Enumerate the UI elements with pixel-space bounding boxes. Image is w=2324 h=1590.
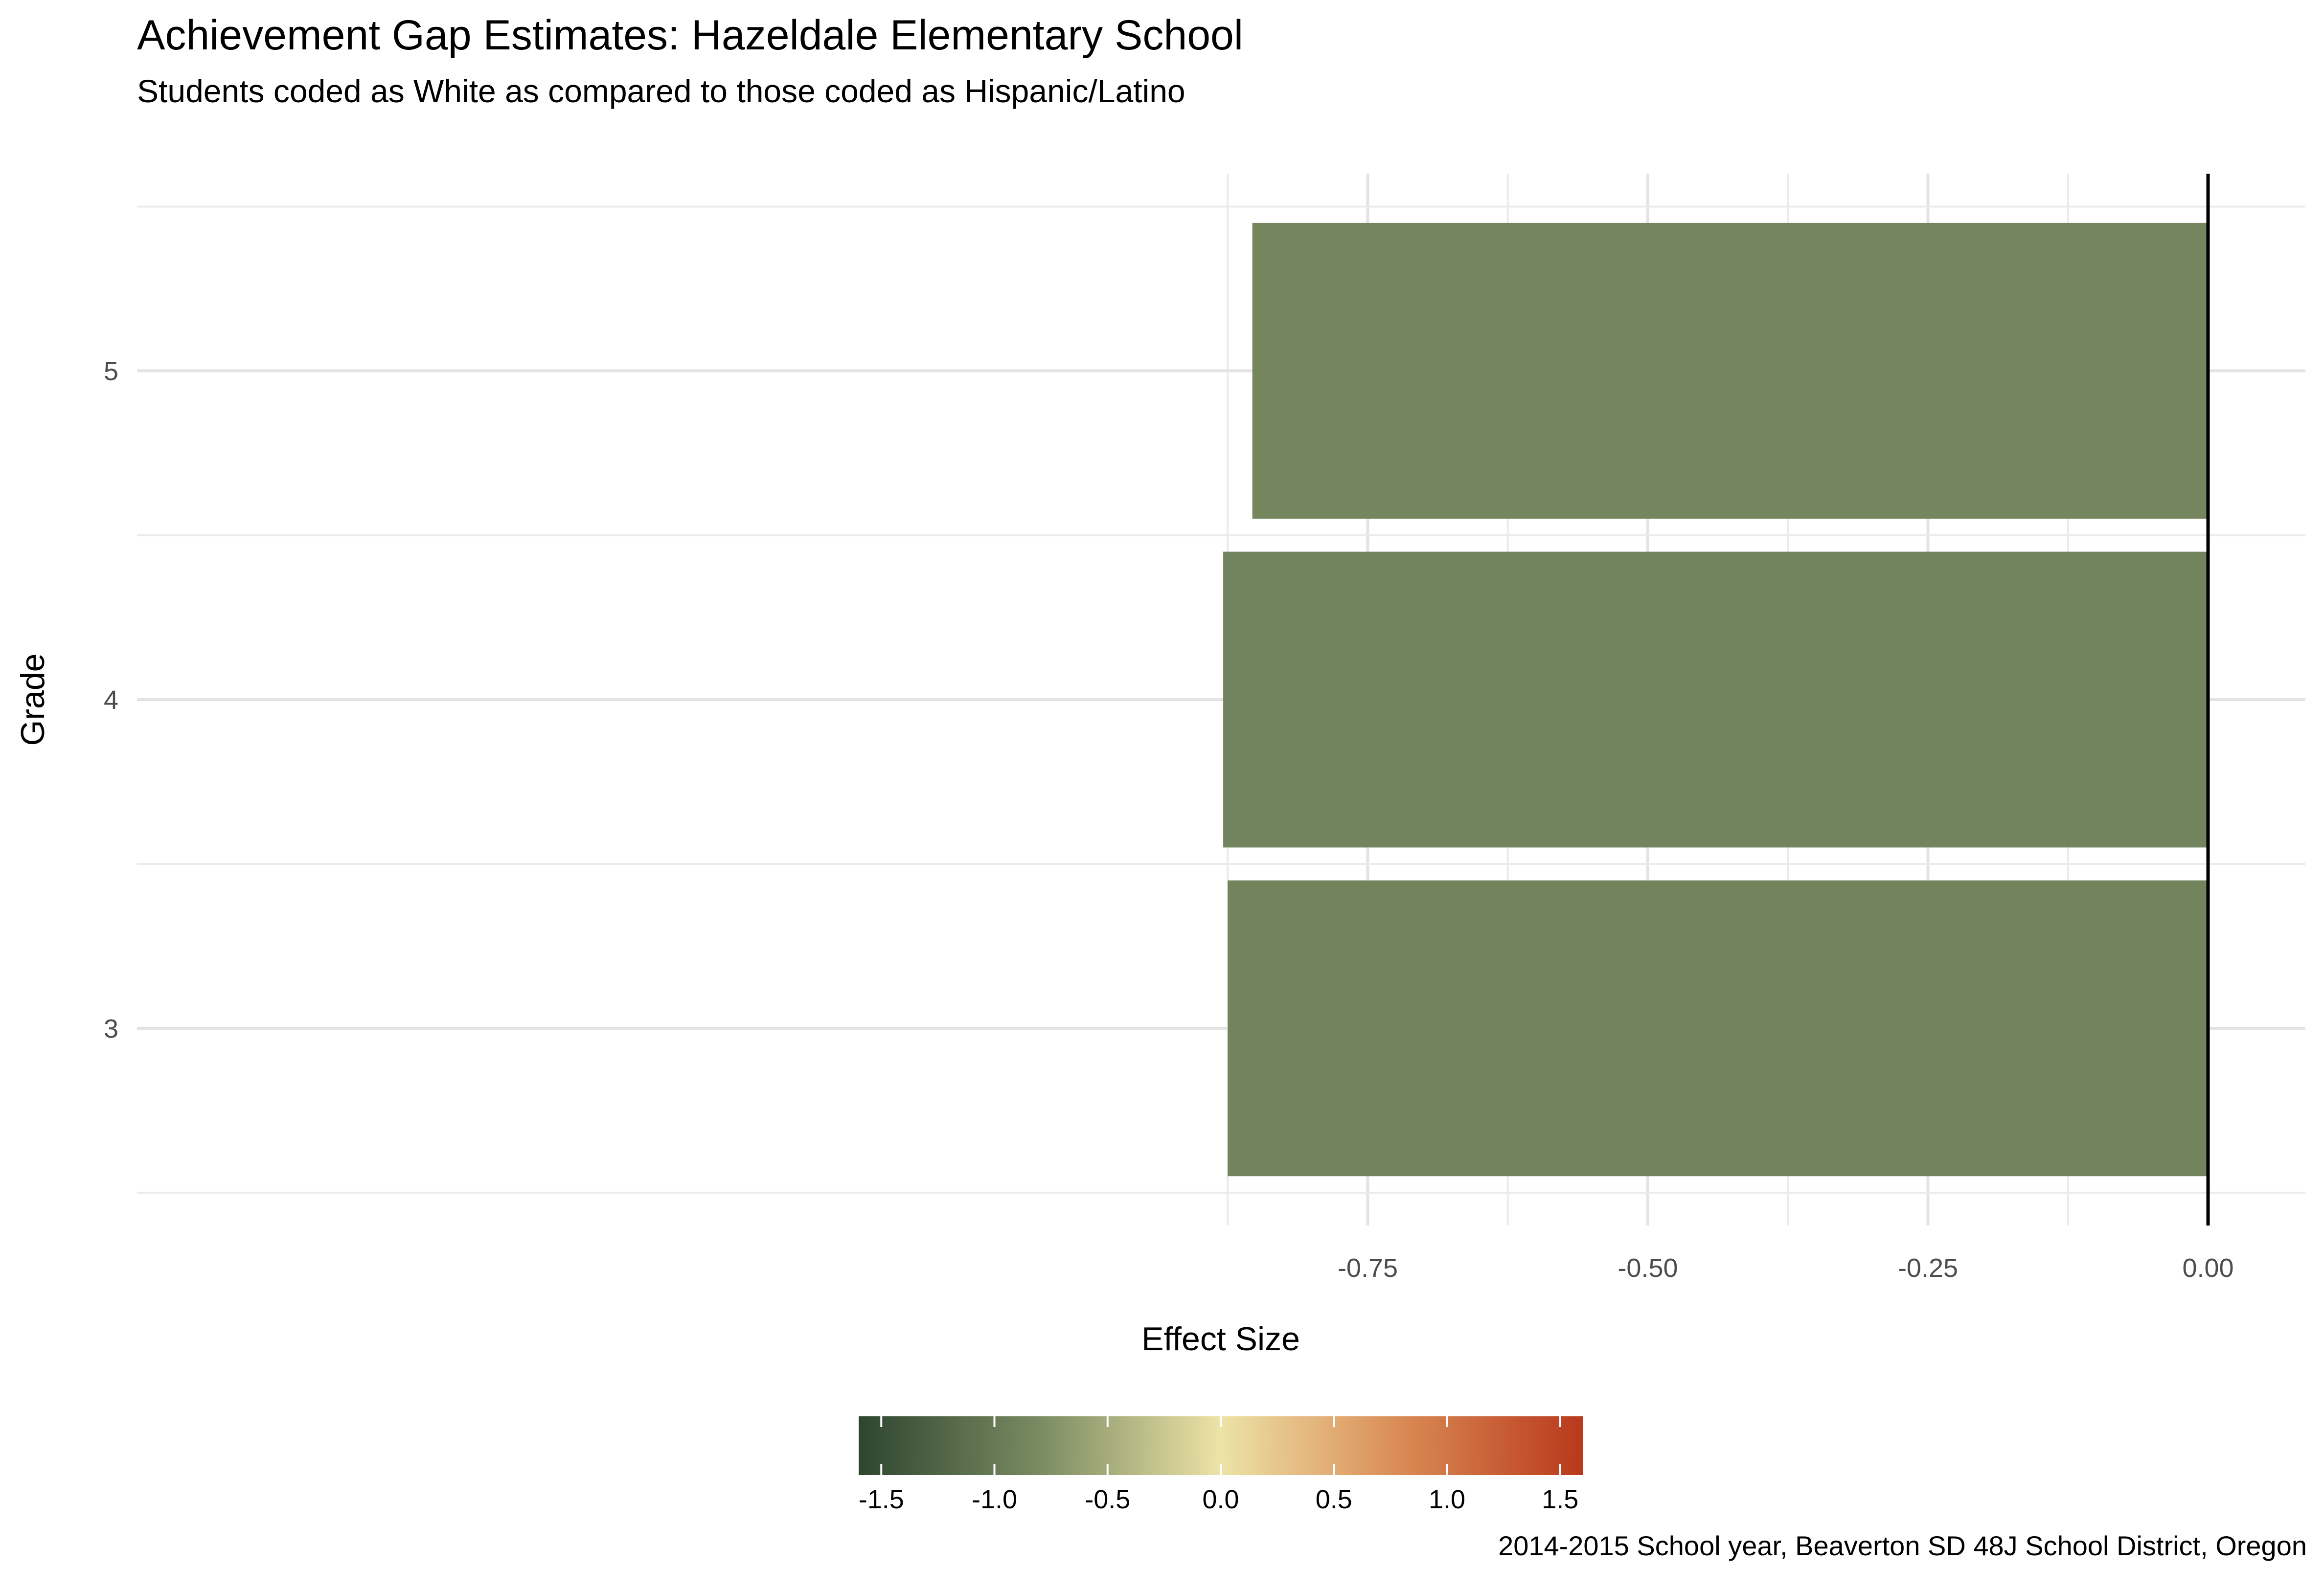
bar-grade-4	[1223, 551, 2208, 848]
legend-tick-label: 0.5	[1316, 1485, 1352, 1514]
y-tick-label: 3	[104, 1014, 118, 1044]
bars	[1223, 223, 2208, 1177]
legend-tick-label: 1.5	[1542, 1485, 1578, 1514]
x-tick-label: -0.75	[1338, 1253, 1398, 1283]
axis-ticks: -0.75 -0.50 -0.25 0.00 3 4 5	[104, 357, 2234, 1283]
chart-title: Achievement Gap Estimates: Hazeldale Ele…	[137, 12, 1243, 59]
legend-tick-label: 1.0	[1429, 1485, 1465, 1514]
y-tick-label: 4	[104, 685, 118, 715]
chart-caption: 2014-2015 School year, Beaverton SD 48J …	[1498, 1530, 2307, 1561]
y-tick-label: 5	[104, 357, 118, 386]
x-tick-label: 0.00	[2182, 1253, 2233, 1283]
bar-grade-5	[1252, 223, 2208, 519]
bar-grade-3	[1228, 880, 2208, 1177]
chart-subtitle: Students coded as White as compared to t…	[137, 73, 1185, 109]
x-tick-label: -0.50	[1618, 1253, 1678, 1283]
legend-tick-label: -1.5	[859, 1485, 904, 1514]
y-axis-title: Grade	[14, 654, 51, 746]
color-legend: -1.5 -1.0 -0.5 0.0 0.5 1.0 1.5	[859, 1416, 1583, 1514]
legend-tick-label: -0.5	[1085, 1485, 1130, 1514]
legend-tick-label: -1.0	[972, 1485, 1017, 1514]
x-axis-title: Effect Size	[1141, 1320, 1300, 1358]
legend-tick-label: 0.0	[1202, 1485, 1239, 1514]
x-tick-label: -0.25	[1898, 1253, 1958, 1283]
